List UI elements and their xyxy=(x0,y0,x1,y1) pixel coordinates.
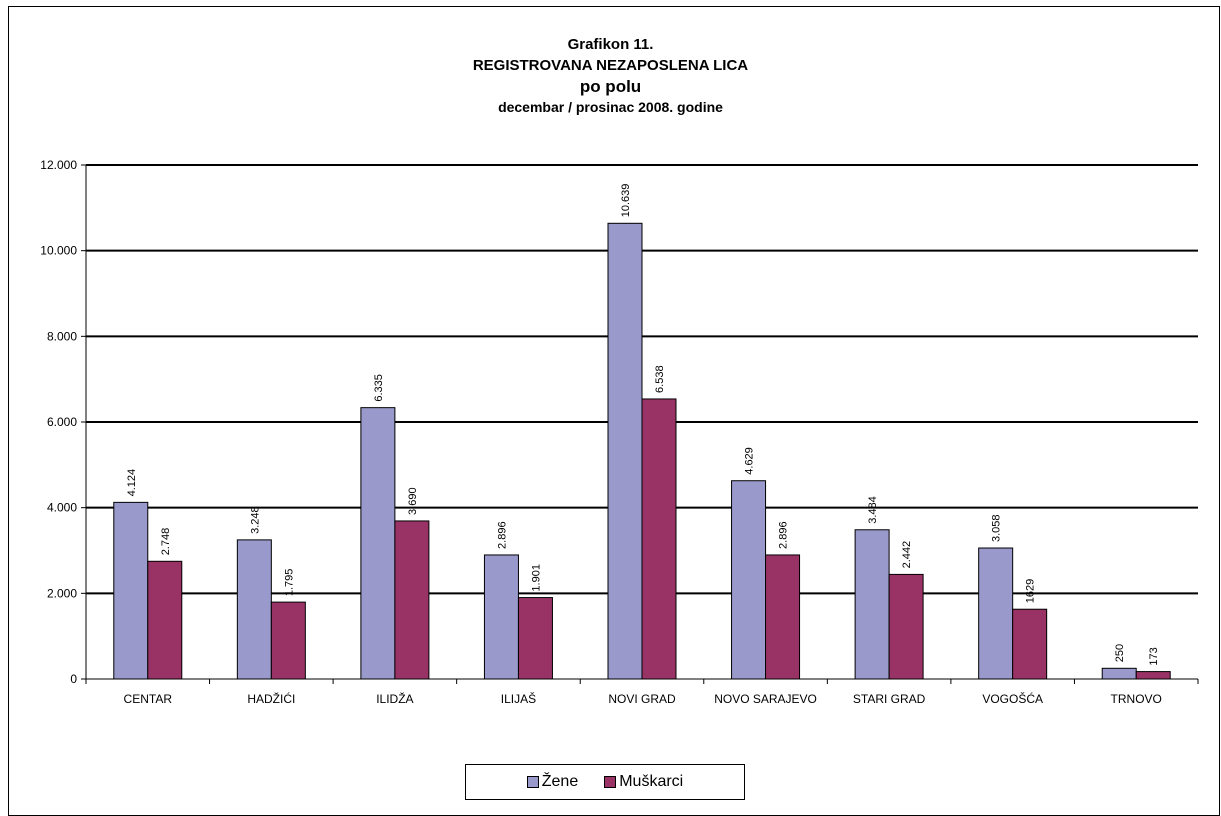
x-tick-label: ILIJAŠ xyxy=(501,691,536,706)
data-label: 10.639 xyxy=(620,184,632,218)
y-tick-label: 12.000 xyxy=(40,158,77,172)
bar-zene xyxy=(978,547,1014,680)
y-tick-label: 2.000 xyxy=(47,586,77,600)
x-tick-label: HADŽIĆI xyxy=(247,691,295,706)
data-label: 2.896 xyxy=(496,521,508,549)
bar-zene xyxy=(236,539,272,680)
data-label: 2.442 xyxy=(901,541,913,569)
y-tick-label: 10.000 xyxy=(40,244,77,258)
chart-title-line-4: decembar / prosinac 2008. godine xyxy=(498,99,723,115)
data-label: 6.335 xyxy=(373,374,385,402)
data-label: 6.538 xyxy=(654,365,666,393)
bar-zene xyxy=(854,529,890,680)
bar-zene xyxy=(731,480,767,680)
legend-item-muskarci: Muškarci xyxy=(604,773,683,791)
bar-zene xyxy=(1101,667,1137,680)
bars xyxy=(113,222,1171,680)
x-tick-label: CENTAR xyxy=(124,692,173,706)
chart-title: Grafikon 11. REGISTROVANA NEZAPOSLENA LI… xyxy=(0,34,1221,118)
legend-swatch-muskarci xyxy=(604,776,617,788)
data-label: 3.058 xyxy=(991,514,1003,542)
bar-muskarci xyxy=(517,597,553,680)
bar-muskarci xyxy=(888,573,924,680)
labels: 4.124 2.748 CENTAR 3.248 1.795 HADŽIĆI 6.335 3.… xyxy=(124,184,1162,706)
data-label: 173 xyxy=(1148,647,1160,665)
x-tick-label: VOGOŠĆA xyxy=(982,691,1043,706)
data-label: 250 xyxy=(1114,644,1126,662)
data-label: 3.248 xyxy=(249,506,261,534)
data-label: 2.896 xyxy=(778,521,790,549)
data-label: 3.690 xyxy=(407,487,419,515)
axes: 0 2.000 4.000 6.000 8.000 10.000 12.000 xyxy=(40,158,1199,686)
legend-swatch-zene xyxy=(526,776,539,788)
y-tick-label: 6.000 xyxy=(47,415,77,429)
bar-zene xyxy=(483,554,519,680)
bar-muskarci xyxy=(765,554,801,680)
bar-muskarci xyxy=(270,601,306,680)
bar-muskarci xyxy=(1135,671,1171,680)
bar-muskarci xyxy=(394,520,430,680)
bar-zene xyxy=(360,407,396,680)
y-tick-label: 0 xyxy=(70,672,77,686)
data-label: 4.124 xyxy=(126,469,138,497)
bar-muskarci xyxy=(1012,608,1048,680)
bar-muskarci xyxy=(641,398,677,680)
legend: Žene Muškarci xyxy=(465,764,745,800)
y-tick-label: 8.000 xyxy=(47,329,77,343)
bar-zene xyxy=(113,501,149,680)
x-tick-label: ILIDŽA xyxy=(376,691,413,706)
x-tick-label: NOVO SARAJEVO xyxy=(714,692,817,706)
legend-label-zene: Žene xyxy=(541,773,579,790)
legend-item-zene: Žene xyxy=(526,773,579,791)
data-label: 3.484 xyxy=(867,496,879,524)
x-tick-label: STARI GRAD xyxy=(853,692,926,706)
bar-zene xyxy=(607,222,643,680)
data-label: 2.748 xyxy=(160,528,172,556)
bar-muskarci xyxy=(147,560,183,680)
data-label: 1.795 xyxy=(283,569,295,597)
y-tick-label: 4.000 xyxy=(47,501,77,515)
data-label: 1629 xyxy=(1025,579,1037,603)
data-label: 4.629 xyxy=(744,447,756,475)
legend-label-muskarci: Muškarci xyxy=(619,773,684,790)
chart-title-line-2: REGISTROVANA NEZAPOSLENA LICA xyxy=(472,57,749,74)
chart-title-line-1: Grafikon 11. xyxy=(567,36,654,53)
chart-title-line-3: po polu xyxy=(579,77,642,96)
data-label: 1.901 xyxy=(530,564,542,592)
x-tick-label: TRNOVO xyxy=(1111,692,1162,706)
x-tick-label: NOVI GRAD xyxy=(608,692,676,706)
